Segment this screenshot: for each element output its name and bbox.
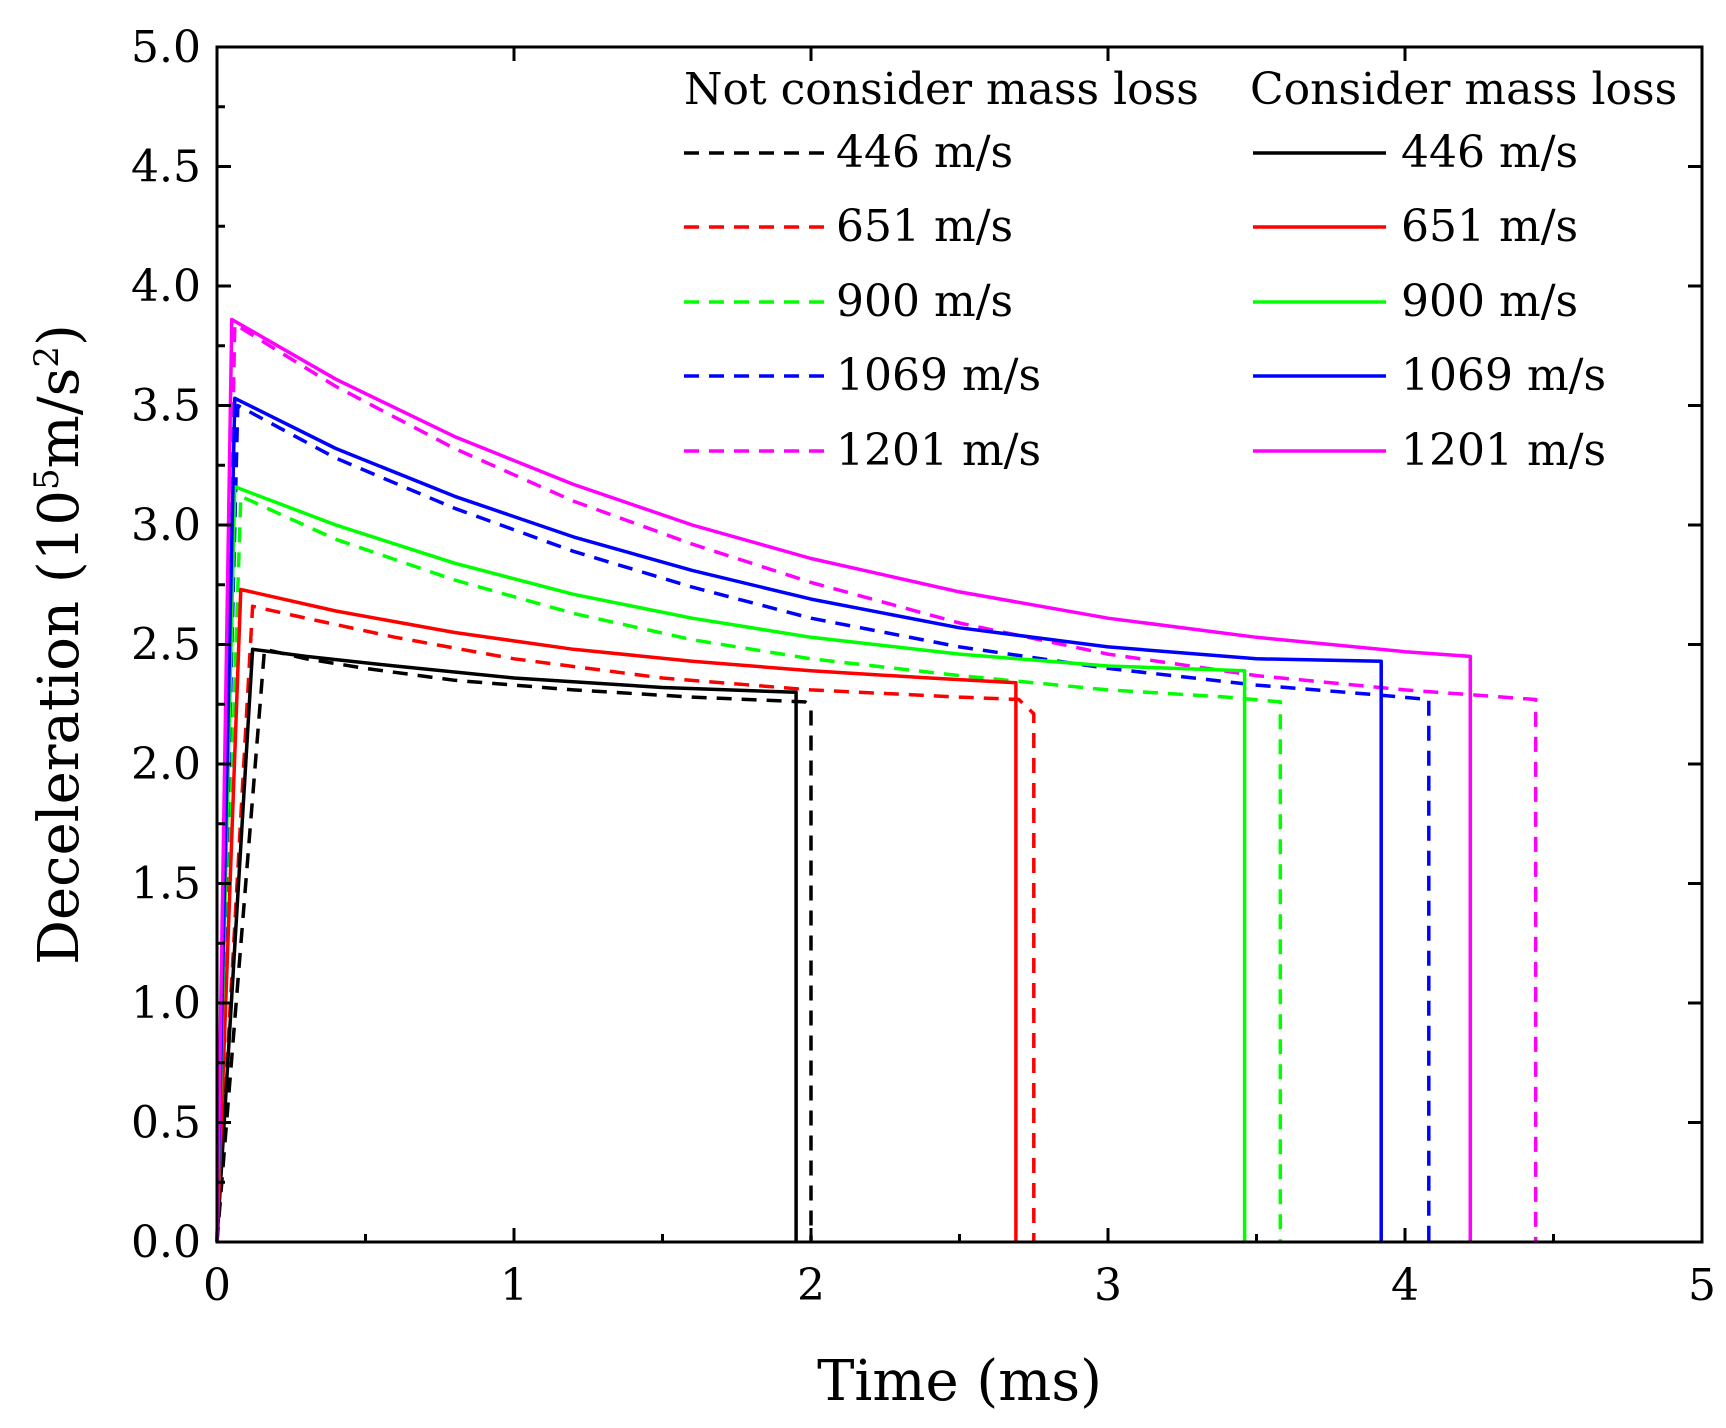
- x-tick-label: 2: [797, 1260, 825, 1311]
- y-tick-label: 1.0: [131, 978, 201, 1029]
- x-tick-label: 4: [1391, 1260, 1419, 1311]
- series-line-mass-loss-446: [215, 647, 798, 1243]
- y-tick-label: 1.5: [131, 859, 201, 910]
- y-tick-label: 4.5: [131, 142, 201, 193]
- series-line-no-mass-loss-900: [215, 494, 1283, 1243]
- x-tick-label: 3: [1094, 1260, 1122, 1311]
- y-tick-label: 3.0: [131, 500, 201, 551]
- legend-label-solid-1069: 1069 m/s: [1401, 350, 1606, 401]
- legend-label-dashed-900: 900 m/s: [836, 276, 1013, 327]
- series-line-no-mass-loss-651: [215, 604, 1036, 1243]
- y-axis-title-sup1: 5: [27, 468, 67, 490]
- series-line-mass-loss-1069: [215, 396, 1383, 1243]
- plot-frame: [215, 45, 1704, 1244]
- x-tick-label: 1: [500, 1260, 528, 1311]
- legend-title-not-consider-mass-loss: Not consider mass loss: [684, 64, 1199, 115]
- x-tick-label: 5: [1688, 1260, 1716, 1311]
- tick-layer: 0 1 2 3 4 5 0.0 0.5 1.0 1.5 2.0 2.5 3.0 3.5 4.0 4.5 5.0: [131, 22, 1716, 1311]
- legend-label-dashed-1069: 1069 m/s: [836, 350, 1041, 401]
- x-tick-label: 0: [203, 1260, 231, 1311]
- legend-label-dashed-1201: 1201 m/s: [836, 425, 1041, 476]
- x-axis-title: Time (ms): [817, 1349, 1102, 1414]
- series-layer: [215, 317, 1538, 1243]
- y-tick-label: 4.0: [131, 261, 201, 312]
- y-axis-title-suffix: ): [27, 324, 92, 346]
- y-tick-label: 2.0: [131, 739, 201, 790]
- legend-label-solid-900: 900 m/s: [1401, 276, 1578, 327]
- series-line-no-mass-loss-1201: [215, 322, 1538, 1243]
- legend-label-solid-1201: 1201 m/s: [1401, 425, 1606, 476]
- y-axis-title-middle: m/s: [27, 368, 92, 469]
- y-tick-label: 3.5: [131, 381, 201, 432]
- series-line-no-mass-loss-1069: [215, 403, 1431, 1243]
- y-tick-label: 0.5: [131, 1098, 201, 1149]
- y-tick-label: 2.5: [131, 620, 201, 671]
- y-axis-title-sup2: 2: [27, 346, 67, 368]
- legend-label-dashed-446: 446 m/s: [836, 127, 1013, 178]
- legend-label-dashed-651: 651 m/s: [836, 201, 1013, 252]
- y-axis-title: Deceleration (105m/s2): [27, 324, 92, 965]
- legend-label-solid-446: 446 m/s: [1401, 127, 1578, 178]
- legend: Not consider mass loss 446 m/s 651 m/s 900 …: [684, 64, 1677, 476]
- legend-title-consider-mass-loss: Consider mass loss: [1250, 64, 1677, 115]
- series-line-mass-loss-1201: [215, 317, 1473, 1243]
- legend-label-solid-651: 651 m/s: [1401, 201, 1578, 252]
- series-line-mass-loss-900: [215, 485, 1247, 1243]
- series-line-mass-loss-651: [215, 587, 1018, 1243]
- y-tick-label: 5.0: [131, 22, 201, 73]
- y-axis-title-prefix: Deceleration (10: [27, 490, 92, 965]
- y-tick-label: 0.0: [131, 1217, 201, 1268]
